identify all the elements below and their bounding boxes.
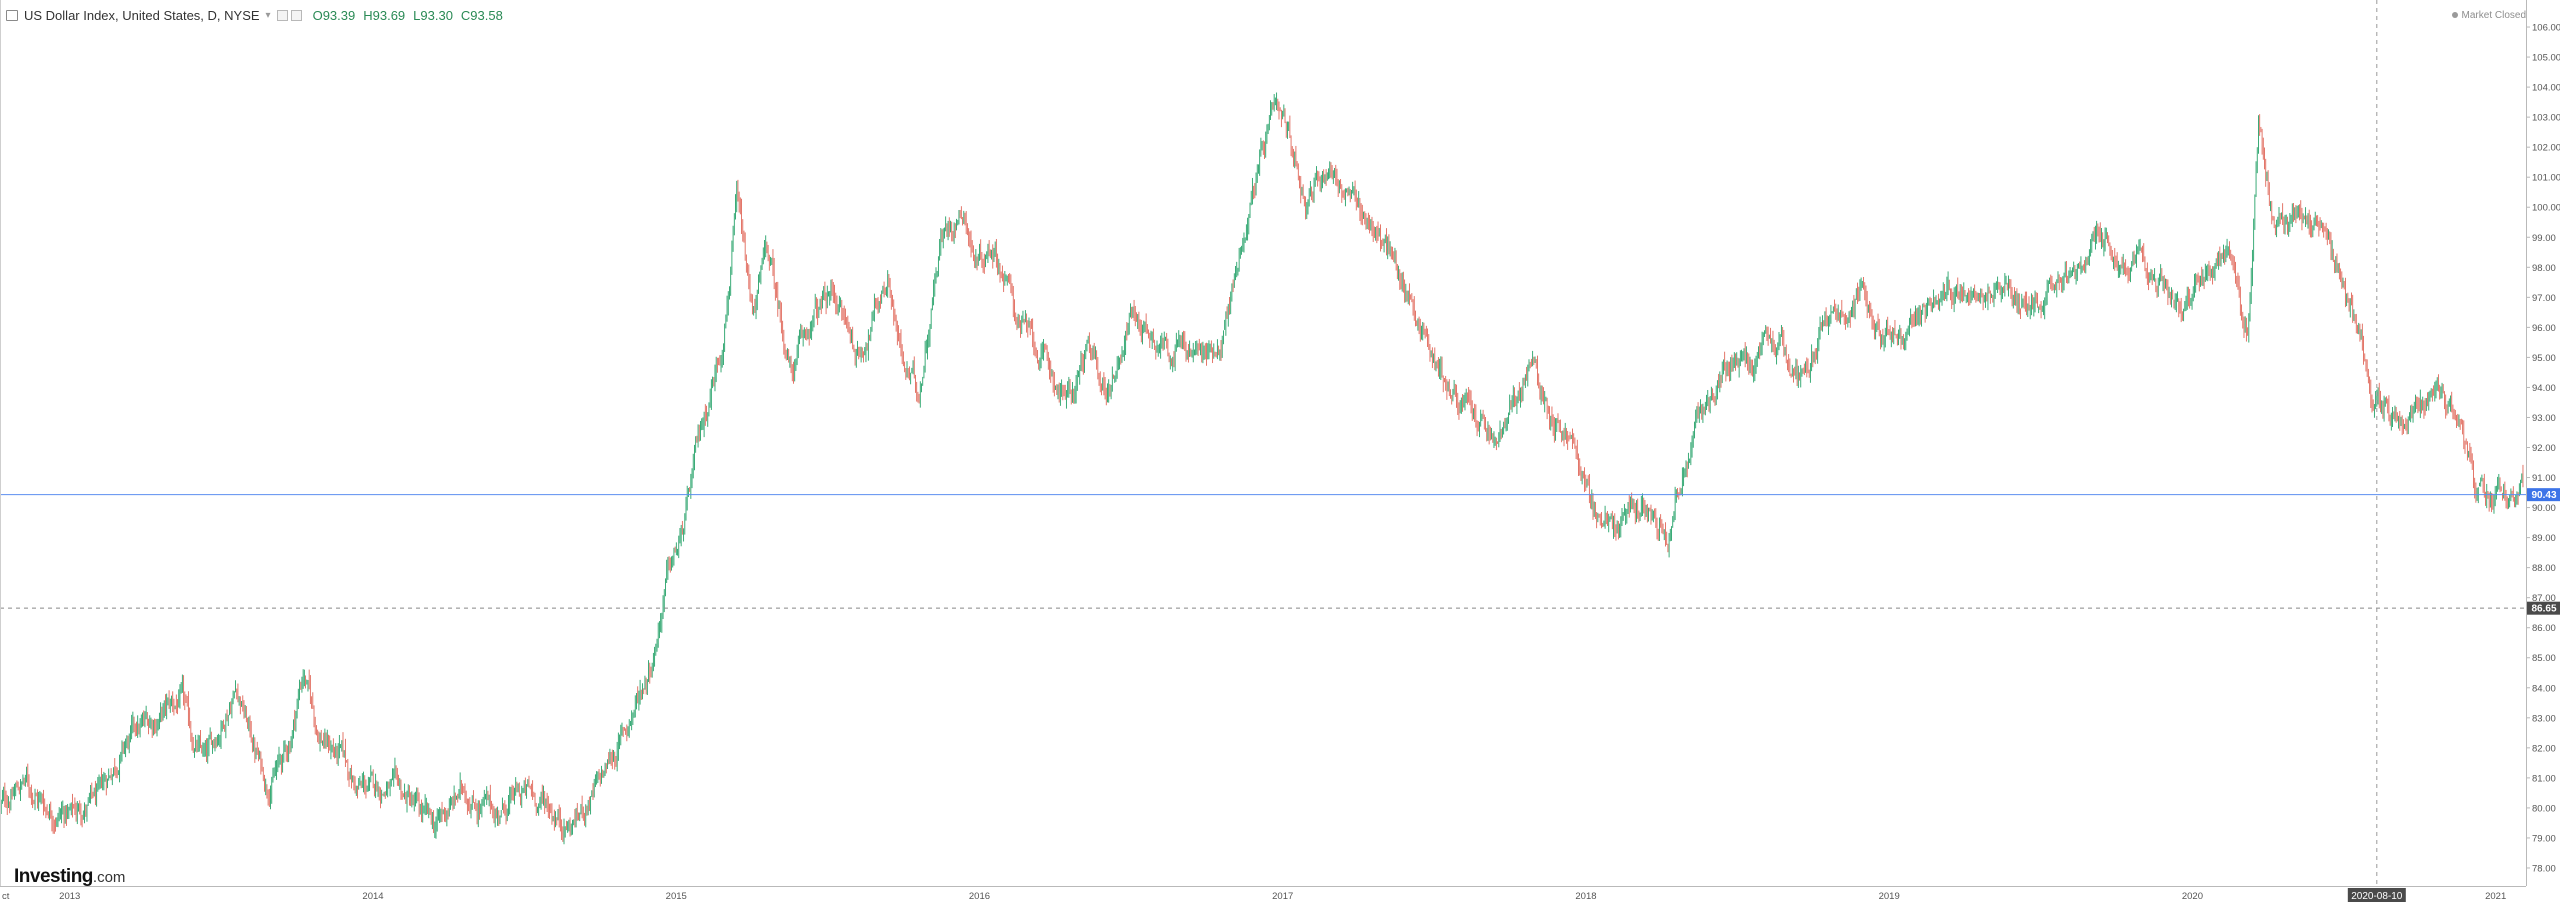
price-tick-label: 79.00 (2532, 833, 2556, 844)
price-tick-label: 91.00 (2532, 473, 2556, 484)
market-status-text: Market Closed (2461, 10, 2526, 21)
logo-main: Investing (14, 866, 93, 887)
price-tick-label: 94.00 (2532, 383, 2556, 394)
price-tick-label: 103.00 (2532, 113, 2560, 124)
crosshair-price-label: 86.65 (2527, 601, 2560, 615)
logo-suffix: .com (92, 869, 126, 886)
price-tick-label: 106.00 (2532, 23, 2560, 34)
price-tick-label: 80.00 (2532, 803, 2556, 814)
symbol-title[interactable]: US Dollar Index, United States, D, NYSE (24, 8, 260, 23)
price-tick-label: 99.00 (2532, 233, 2556, 244)
ohlc-high: H93.69 (363, 8, 406, 23)
price-axis-background[interactable] (2526, 0, 2560, 904)
chevron-down-icon[interactable]: ▾ (265, 10, 271, 21)
price-tick-label: 84.00 (2532, 683, 2556, 694)
price-tick-label: 100.00 (2532, 203, 2560, 214)
time-tick-label: 2021 (2485, 891, 2506, 902)
price-tick-label: 78.00 (2532, 863, 2556, 874)
status-dot-icon (2451, 12, 2458, 19)
price-tick-label: 82.00 (2532, 743, 2556, 754)
symbol-icon[interactable] (6, 10, 18, 21)
price-tick-label: 101.00 (2532, 173, 2560, 184)
candle-series (0, 92, 2524, 845)
current-price-value: 90.43 (2531, 490, 2556, 501)
time-tick-label: 2015 (666, 891, 687, 902)
time-tick-label: 2018 (1575, 891, 1596, 902)
crosshair-price-value: 86.65 (2531, 604, 2556, 615)
ohlc-close: C93.58 (460, 8, 503, 23)
price-tick-label: 86.00 (2532, 623, 2556, 634)
price-tick-label: 93.00 (2532, 413, 2556, 424)
time-tick-label: 2013 (59, 891, 80, 902)
price-tick-label: 98.00 (2532, 263, 2556, 274)
investing-logo: Investing.com (14, 866, 125, 888)
price-tick-label: 96.00 (2532, 323, 2556, 334)
price-tick-label: 95.00 (2532, 353, 2556, 364)
time-axis-background[interactable] (0, 886, 2526, 904)
price-tick-label: 104.00 (2532, 83, 2560, 94)
time-tick-label: 2020 (2182, 891, 2203, 902)
ohlc-low: L93.30 (413, 8, 453, 23)
price-axis-labels: 78.00 79.00 80.00 81.00 82.00 83.00 84.00 85.00… (2526, 23, 2560, 874)
price-tick-label: 81.00 (2532, 773, 2556, 784)
price-tick-label: 90.00 (2532, 503, 2556, 514)
price-tick-label: 89.00 (2532, 533, 2556, 544)
price-tick-label: 105.00 (2532, 53, 2560, 64)
time-tick-label: ct (2, 891, 10, 902)
crosshair-date-value: 2020-08-10 (2351, 891, 2403, 902)
current-price-label: 90.43 (2527, 488, 2560, 502)
time-tick-label: 2014 (362, 891, 383, 902)
market-status: Market Closed (2451, 10, 2526, 21)
time-tick-label: 2016 (969, 891, 990, 902)
price-tick-label: 83.00 (2532, 713, 2556, 724)
price-tick-label: 97.00 (2532, 293, 2556, 304)
price-tick-label: 92.00 (2532, 443, 2556, 454)
price-tick-label: 85.00 (2532, 653, 2556, 664)
compare-icon[interactable] (290, 10, 302, 21)
ohlc-open: O93.39 (312, 8, 356, 23)
settings-icon[interactable] (276, 10, 288, 21)
crosshair-date-label: 2020-08-10 (2347, 888, 2406, 902)
time-tick-label: 2019 (1879, 891, 1900, 902)
chart-header: US Dollar Index, United States, D, NYSE … (6, 8, 503, 23)
price-tick-label: 102.00 (2532, 143, 2560, 154)
time-axis-labels: ct 2013 2014 2015 2016 2017 2018 2019 2020 2021 (2, 891, 2506, 902)
price-tick-label: 88.00 (2532, 563, 2556, 574)
price-tick-label: 87.00 (2532, 593, 2556, 604)
time-tick-label: 2017 (1272, 891, 1293, 902)
